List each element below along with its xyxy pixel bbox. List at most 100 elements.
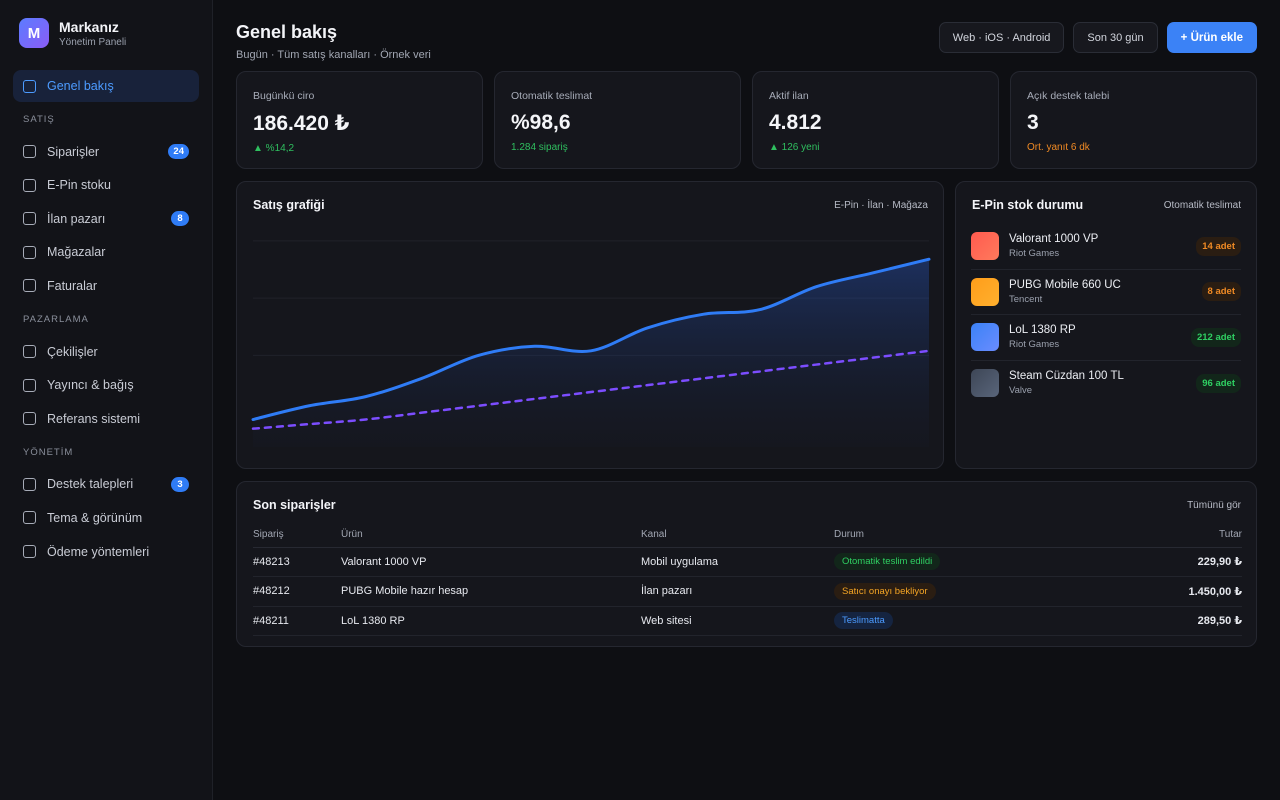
sidebar-item-label: Tema & görünüm [47,510,143,525]
stat-value: 3 [1027,111,1039,134]
page-header: Genel bakış Bugün · Tüm satış kanalları … [236,22,1257,71]
nav-square-icon [23,477,36,491]
column-header-siparis[interactable]: Sipariş [253,522,341,548]
sidebar-item-ilan-pazari[interactable]: İlan pazarı 8 [13,203,199,235]
nav-section-pazarlama: PAZARLAMA [23,314,89,326]
sidebar-item-siparisler[interactable]: Siparişler 24 [13,136,199,168]
add-product-button[interactable]: + Ürün ekle [1166,22,1257,53]
sidebar-item-odeme-yontemleri[interactable]: Ödeme yöntemleri [13,536,199,568]
sidebar-item-yayinci-bagis[interactable]: Yayıncı & bağış [13,369,199,401]
status-badge: Teslimatta [834,612,893,630]
stock-name: LoL 1380 RP [1009,324,1076,337]
stat-card-bugunku-ciro: Bugünkü ciro 186.420 ₺ ▲ %14,2 [236,71,483,169]
stock-vendor: Valve [1009,385,1033,397]
main-content: Genel bakış Bugün · Tüm satış kanalları … [213,0,1280,800]
stock-count-badge: 96 adet [1196,373,1241,393]
stock-vendor: Tencent [1009,293,1043,305]
stat-card-aktif-ilan: Aktif ilan 4.812 ▲ 126 yeni [752,71,999,169]
stat-note: 1.284 sipariş [511,142,568,153]
sidebar-item-label: Yayıncı & bağış [47,378,134,393]
stat-note: Ort. yanıt 6 dk [1027,142,1090,153]
sidebar-item-genel-bakis[interactable]: Genel bakış [13,70,199,102]
brand-name: Markanız [59,18,119,35]
order-amount: 1.450,00 ₺ [1093,576,1242,607]
count-badge: 24 [168,144,189,160]
column-header-urun[interactable]: Ürün [341,522,641,548]
order-product: Valorant 1000 VP [341,547,641,577]
sidebar-item-tema-gorunum[interactable]: Tema & görünüm [13,502,199,534]
stat-card-acik-destek-talebi: Açık destek talebi 3 Ort. yanıt 6 dk [1010,71,1257,169]
series-line-1 [251,257,931,422]
stat-label: Aktif ilan [769,90,809,102]
sidebar-item-label: Genel bakış [47,79,114,93]
sales-chart-card: Satış grafiği E-Pin · İlan · Mağaza [236,181,944,469]
sidebar-item-referans-sistemi[interactable]: Referans sistemi [13,403,199,435]
sidebar-item-faturalar[interactable]: Faturalar [13,270,199,302]
stock-name: Steam Cüzdan 100 TL [1009,370,1124,383]
sidebar-item-e-pin-stoku[interactable]: E-Pin stoku [13,169,199,201]
stock-list: Valorant 1000 VP Riot Games 14 adet PUBG Mo… [956,212,1256,406]
order-id: #48212 [253,576,341,607]
nav-square-icon [23,345,36,359]
order-product: LoL 1380 RP [341,606,641,636]
stock-item[interactable]: PUBG Mobile 660 UC Tencent 8 adet [971,270,1241,315]
order-channel: İlan pazarı [641,576,834,607]
sidebar-nav: Genel bakış SATIŞ Siparişler 24 E-Pin stoku İ… [13,70,199,568]
order-id: #48211 [253,606,341,636]
stock-count-badge: 14 adet [1196,236,1241,256]
sidebar-item-magazalar[interactable]: Mağazalar [13,236,199,268]
stat-value: 4.812 [769,111,822,134]
nav-section-satis: SATIŞ [23,114,55,126]
orders-title: Son siparişler [253,498,336,512]
stock-card: E-Pin stok durumu Otomatik teslimat Valo… [955,181,1257,469]
nav-square-icon [23,145,36,159]
nav-square-icon [23,212,36,226]
period-filter-button[interactable]: Son 30 gün [1073,22,1158,53]
table-row[interactable]: #48211 LoL 1380 RP Web sitesi Teslimatta 289… [253,606,1242,636]
nav-section-yonetim: YÖNETİM [23,446,74,458]
product-icon [971,277,999,306]
stock-item[interactable]: Valorant 1000 VP Riot Games 14 adet [971,224,1241,270]
stats-row: Bugünkü ciro 186.420 ₺ ▲ %14,2 Otomatik tes… [236,71,1257,169]
sidebar-item-label: Referans sistemi [47,411,141,426]
stock-vendor: Riot Games [1009,339,1060,351]
page-subtitle: Bugün · Tüm satış kanalları · Örnek veri [236,49,431,61]
order-id: #48213 [253,547,341,577]
sidebar-item-cekilisler[interactable]: Çekilişler [13,336,199,368]
sales-chart [251,240,931,447]
sidebar-item-label: Mağazalar [47,245,106,260]
platform-filter-button[interactable]: Web · iOS · Android [938,22,1065,53]
count-badge: 3 [171,476,189,492]
stat-label: Bugünkü ciro [253,90,315,102]
sidebar-item-label: İlan pazarı [47,211,106,226]
order-amount: 229,90 ₺ [1093,547,1242,577]
stock-vendor: Riot Games [1009,248,1060,260]
sales-chart-legend[interactable]: E-Pin · İlan · Mağaza [834,199,928,211]
brand-logo: M [19,18,49,48]
table-row[interactable]: #48213 Valorant 1000 VP Mobil uygulama Otom… [253,547,1242,577]
column-header-tutar[interactable]: Tutar [1093,522,1242,548]
sidebar-item-label: Ödeme yöntemleri [47,544,150,559]
see-all-link[interactable]: Tümünü gör [1187,499,1241,511]
column-header-kanal[interactable]: Kanal [641,522,834,548]
stock-item[interactable]: LoL 1380 RP Riot Games 212 adet [971,315,1241,361]
nav-square-icon [23,412,36,426]
brand[interactable]: M Markanız Yönetim Paneli [13,18,199,48]
stat-card-otomatik-teslimat: Otomatik teslimat %98,6 1.284 sipariş [494,71,741,169]
sidebar-item-destek-talepleri[interactable]: Destek talepleri 3 [13,468,199,500]
orders-table: Sipariş Ürün Kanal Durum Tutar #48213 Valoran… [253,522,1242,636]
sidebar-item-label: Siparişler [47,144,100,159]
stat-value: %98,6 [511,111,571,134]
stat-value: 186.420 ₺ [253,112,350,135]
nav-square-icon [23,378,36,392]
series-area [253,259,929,447]
stock-title: E-Pin stok durumu [972,198,1084,212]
column-header-durum[interactable]: Durum [834,522,1093,548]
stock-item[interactable]: Steam Cüzdan 100 TL Valve 96 adet [971,361,1241,407]
nav-square-icon [23,279,36,293]
page-title: Genel bakış [236,22,338,42]
table-row[interactable]: #48212 PUBG Mobile hazır hesap İlan pazarı… [253,576,1242,607]
sales-chart-title: Satış grafiği [253,198,325,212]
sidebar-item-label: Çekilişler [47,344,98,359]
